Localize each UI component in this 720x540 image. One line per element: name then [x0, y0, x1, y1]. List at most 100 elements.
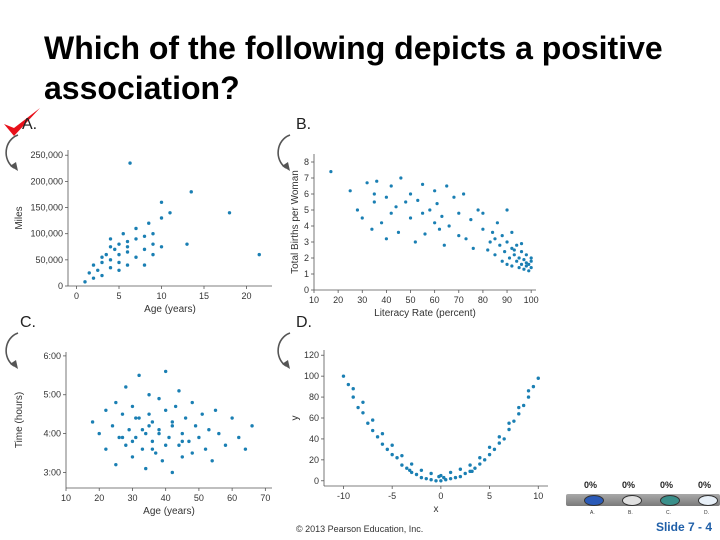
- data-point: [372, 192, 376, 196]
- option-b-label: B.: [296, 116, 312, 133]
- data-point: [515, 259, 519, 263]
- data-point: [515, 243, 519, 247]
- y-tick-label: 20: [309, 455, 319, 465]
- data-point: [177, 443, 181, 447]
- data-point: [524, 261, 528, 265]
- data-point: [505, 208, 509, 212]
- data-point: [134, 255, 138, 259]
- data-point: [137, 416, 141, 420]
- data-point: [493, 237, 497, 241]
- data-point: [100, 255, 104, 259]
- data-point: [190, 451, 194, 455]
- y-tick-label: 7: [304, 173, 309, 183]
- data-point: [536, 376, 540, 380]
- data-point: [522, 258, 526, 262]
- data-point: [433, 221, 437, 225]
- data-point: [157, 396, 161, 401]
- data-point: [108, 237, 113, 241]
- data-point: [435, 202, 439, 206]
- data-point: [463, 471, 467, 476]
- data-point: [413, 240, 417, 244]
- data-point: [420, 211, 425, 215]
- option-c-label: C.: [20, 314, 36, 331]
- data-point: [469, 218, 473, 222]
- data-point: [243, 447, 248, 451]
- question-title: Which of the following depicts a positiv…: [44, 30, 663, 106]
- data-point: [488, 240, 492, 244]
- x-tick-label: 50: [194, 493, 204, 503]
- data-point: [442, 475, 446, 480]
- data-point: [482, 458, 487, 462]
- y-tick-label: 1: [304, 269, 309, 279]
- y-axis-label: Total Births per Woman: [290, 170, 301, 274]
- y-tick-label: 0: [304, 285, 309, 295]
- data-point: [130, 455, 135, 459]
- data-point: [529, 259, 533, 263]
- data-point: [348, 189, 352, 193]
- data-point: [524, 253, 528, 257]
- x-tick-label: 40: [381, 295, 391, 305]
- data-point: [478, 462, 482, 466]
- data-point: [437, 474, 441, 479]
- data-point: [522, 267, 526, 271]
- x-tick-label: 60: [430, 295, 440, 305]
- data-point: [448, 476, 453, 481]
- data-point: [486, 248, 490, 252]
- curved-arrow-icon: [5, 134, 19, 171]
- data-point: [481, 227, 485, 231]
- data-point: [104, 252, 108, 257]
- data-point: [100, 273, 104, 278]
- data-point: [185, 242, 189, 246]
- data-point: [389, 184, 393, 188]
- x-tick-label: 60: [227, 493, 237, 503]
- data-point: [468, 463, 472, 467]
- data-point: [510, 264, 514, 268]
- data-point: [170, 470, 175, 475]
- data-point: [526, 395, 531, 399]
- data-point: [507, 256, 512, 260]
- poll-percent-a: 0%: [584, 480, 598, 490]
- y-tick-label: 40: [309, 434, 319, 444]
- x-tick-label: 10: [156, 291, 166, 301]
- data-point: [447, 224, 451, 228]
- data-point: [507, 421, 511, 425]
- data-point: [124, 385, 128, 389]
- poll-oval-a: [584, 495, 604, 506]
- data-point: [117, 435, 121, 440]
- data-point: [503, 250, 507, 254]
- poll-percent-c: 0%: [660, 480, 674, 490]
- option-d-label: D.: [296, 314, 312, 331]
- data-point: [187, 439, 191, 444]
- y-axis-label: y: [290, 416, 301, 421]
- data-point: [168, 211, 172, 215]
- data-point: [227, 211, 232, 215]
- y-tick-label: 5: [304, 205, 309, 215]
- option-a-label: A.: [22, 116, 38, 133]
- x-axis-label: x: [434, 504, 439, 515]
- data-point: [117, 242, 121, 246]
- data-point: [464, 237, 468, 241]
- x-tick-label: 5: [487, 491, 492, 501]
- data-point: [193, 424, 198, 428]
- data-point: [134, 226, 138, 231]
- data-point: [140, 428, 145, 432]
- data-point: [526, 389, 531, 393]
- data-point: [127, 428, 131, 432]
- data-point: [517, 256, 521, 260]
- data-point: [190, 400, 194, 405]
- data-point: [134, 237, 138, 241]
- data-point: [380, 431, 385, 436]
- data-point: [117, 252, 121, 257]
- data-point: [144, 431, 148, 436]
- data-point: [154, 451, 158, 455]
- data-point: [481, 211, 485, 215]
- data-point: [257, 252, 261, 257]
- data-point: [527, 269, 531, 273]
- x-tick-label: 70: [260, 493, 270, 503]
- y-tick-label: 120: [304, 350, 319, 360]
- data-point: [500, 234, 504, 238]
- curved-arrow-icon: [277, 134, 291, 171]
- data-point: [160, 459, 165, 463]
- x-tick-label: 10: [533, 491, 543, 501]
- data-point: [151, 242, 155, 246]
